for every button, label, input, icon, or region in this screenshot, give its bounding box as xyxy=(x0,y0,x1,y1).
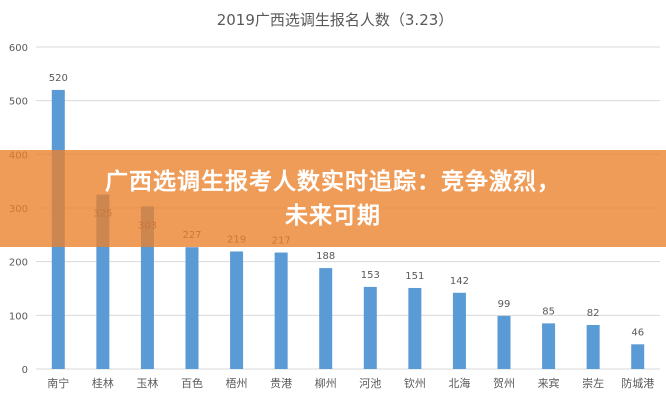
x-tick-label: 钦州 xyxy=(404,377,426,390)
data-label: 151 xyxy=(405,271,424,282)
bar xyxy=(230,251,244,369)
y-tick-label: 500 xyxy=(9,97,28,108)
x-tick-label: 贵港 xyxy=(270,377,292,390)
data-label: 99 xyxy=(498,299,511,310)
x-tick-label: 贺州 xyxy=(493,377,515,390)
data-label: 82 xyxy=(587,308,600,319)
bar xyxy=(452,292,466,369)
y-tick-label: 100 xyxy=(9,311,28,322)
data-label: 188 xyxy=(316,251,335,262)
data-label: 153 xyxy=(361,270,380,281)
x-tick-label: 防城港 xyxy=(621,376,654,390)
x-tick-label: 南宁 xyxy=(47,376,69,390)
y-tick-label: 600 xyxy=(9,43,28,54)
x-tick-label: 河池 xyxy=(359,377,381,390)
bar xyxy=(274,252,288,369)
x-tick-label: 桂林 xyxy=(92,376,114,390)
headline-banner: 广西选调生报考人数实时追踪：竞争激烈，未来可期 xyxy=(0,150,666,247)
x-tick-label: 北海 xyxy=(448,376,470,390)
data-label: 520 xyxy=(49,73,68,84)
data-label: 85 xyxy=(542,306,555,317)
y-tick-label: 0 xyxy=(22,365,28,376)
bar xyxy=(586,324,600,369)
x-tick-label: 来宾 xyxy=(538,376,560,390)
bar xyxy=(497,315,511,369)
x-tick-label: 柳州 xyxy=(315,376,337,390)
data-label: 46 xyxy=(631,327,644,338)
x-tick-label: 崇左 xyxy=(582,377,604,390)
bar xyxy=(542,323,556,369)
headline-text: 广西选调生报考人数实时追踪：竞争激烈，未来可期 xyxy=(105,168,561,229)
bar xyxy=(319,268,333,369)
data-label: 142 xyxy=(450,276,469,287)
bar xyxy=(408,287,422,369)
bar xyxy=(140,206,154,369)
x-tick-label: 百色 xyxy=(181,376,203,390)
x-tick-label: 玉林 xyxy=(136,376,158,390)
bar xyxy=(363,286,377,369)
chart-title: 2019广西选调生报名人数（3.23） xyxy=(217,11,454,29)
bar xyxy=(185,247,199,369)
y-tick-label: 200 xyxy=(9,258,28,269)
x-tick-label: 梧州 xyxy=(226,376,248,390)
bar xyxy=(631,344,645,369)
